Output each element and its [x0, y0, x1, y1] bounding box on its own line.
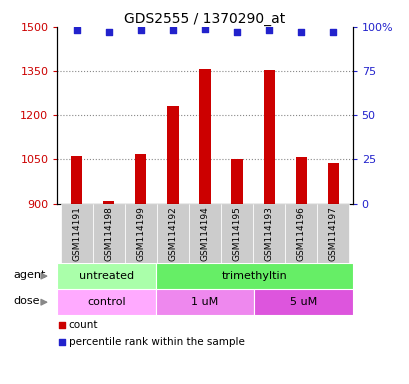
- Text: GSM114191: GSM114191: [72, 207, 81, 262]
- Title: GDS2555 / 1370290_at: GDS2555 / 1370290_at: [124, 12, 285, 26]
- Bar: [71, 156, 82, 204]
- Point: [201, 26, 208, 32]
- Bar: [155, 263, 352, 289]
- Bar: [61, 204, 92, 263]
- Point: [73, 27, 80, 33]
- Point: [233, 29, 240, 35]
- Text: count: count: [68, 320, 98, 330]
- Bar: [317, 204, 348, 263]
- Bar: [285, 204, 317, 263]
- Text: dose: dose: [14, 296, 40, 306]
- Text: GSM114192: GSM114192: [168, 207, 177, 261]
- Point: [105, 29, 112, 35]
- Bar: [57, 263, 155, 289]
- Bar: [263, 70, 274, 204]
- Bar: [92, 204, 124, 263]
- Point: [58, 339, 65, 345]
- Bar: [327, 163, 338, 204]
- Point: [297, 29, 304, 35]
- Bar: [254, 289, 352, 315]
- Bar: [157, 204, 189, 263]
- Point: [169, 27, 176, 33]
- Bar: [103, 200, 114, 204]
- Bar: [155, 289, 254, 315]
- Text: untreated: untreated: [79, 271, 134, 281]
- Text: GSM114199: GSM114199: [136, 207, 145, 262]
- Text: GSM114196: GSM114196: [296, 207, 305, 262]
- Bar: [189, 204, 220, 263]
- Bar: [231, 159, 242, 204]
- Text: GSM114193: GSM114193: [264, 207, 273, 262]
- Text: GSM114197: GSM114197: [328, 207, 337, 262]
- Text: GSM114198: GSM114198: [104, 207, 113, 262]
- Bar: [167, 106, 178, 204]
- Text: GSM114195: GSM114195: [232, 207, 241, 262]
- Text: 1 uM: 1 uM: [191, 297, 218, 307]
- Text: trimethyltin: trimethyltin: [221, 271, 286, 281]
- Bar: [220, 204, 252, 263]
- Text: control: control: [87, 297, 126, 307]
- Point: [58, 322, 65, 328]
- Bar: [252, 204, 285, 263]
- Bar: [57, 289, 155, 315]
- Bar: [295, 157, 306, 204]
- Point: [137, 27, 144, 33]
- Bar: [135, 154, 146, 204]
- Point: [265, 27, 272, 33]
- Text: agent: agent: [14, 270, 46, 280]
- Text: GSM114194: GSM114194: [200, 207, 209, 261]
- Point: [329, 29, 336, 35]
- Bar: [199, 69, 210, 204]
- Text: percentile rank within the sample: percentile rank within the sample: [68, 337, 244, 347]
- Text: 5 uM: 5 uM: [289, 297, 316, 307]
- Bar: [124, 204, 157, 263]
